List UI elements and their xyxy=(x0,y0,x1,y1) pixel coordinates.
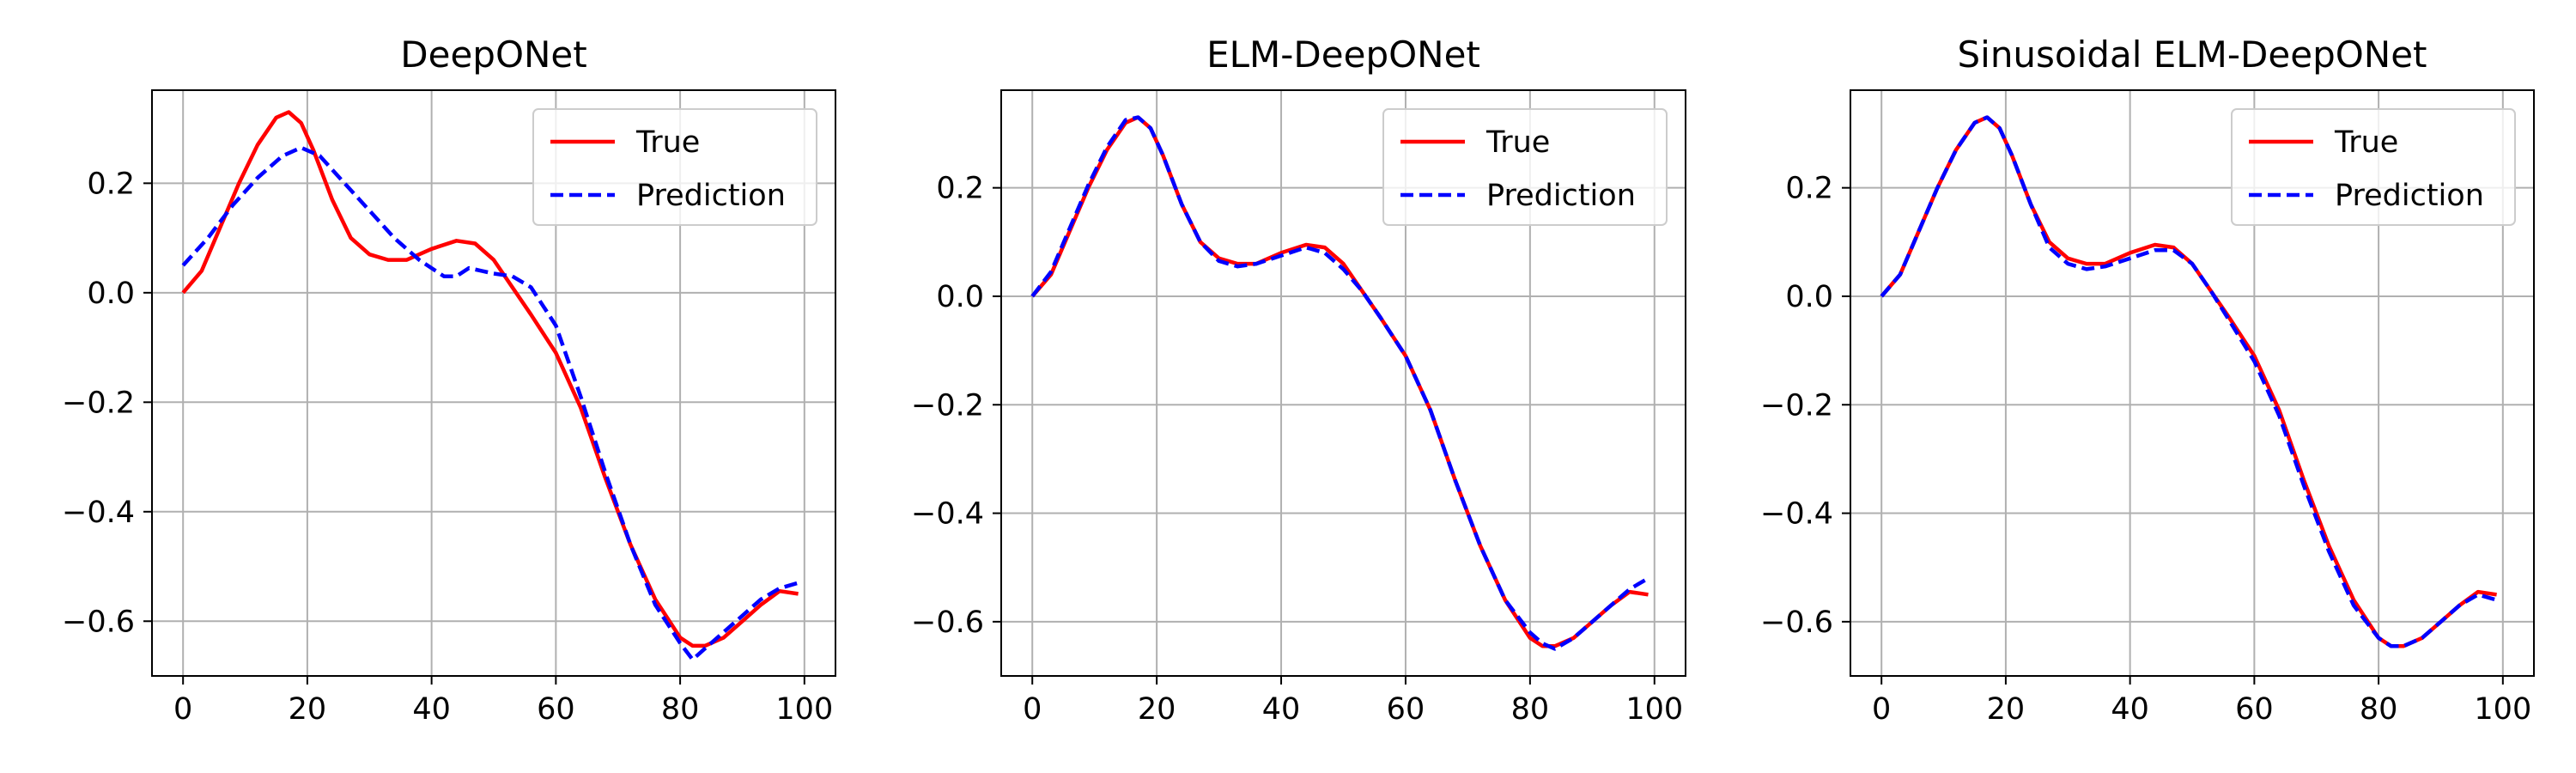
y-tick-label: −0.2 xyxy=(62,386,135,420)
chart-panel-1: 0 20 40 60 80 100 −0.6 −0.4 −0.2 0.0 0.2 DeepONet Tr… xyxy=(62,33,836,727)
axes-frame xyxy=(1850,89,2535,677)
legend-label-prediction: Prediction xyxy=(636,179,786,213)
x-tick-label: 60 xyxy=(1387,692,1425,727)
y-tick-label: 0.2 xyxy=(1785,172,1833,206)
series-group xyxy=(1030,115,1649,651)
x-tick-label: 80 xyxy=(661,692,700,727)
x-tick-label: 100 xyxy=(2474,692,2531,727)
legend-box xyxy=(2231,108,2516,226)
y-tick-label: −0.4 xyxy=(1760,497,1833,532)
series-group xyxy=(181,110,799,662)
x-tick-label: 80 xyxy=(2360,692,2398,727)
x-tick-label: 0 xyxy=(1023,692,1042,727)
legend-label-true: True xyxy=(2334,125,2398,160)
x-tick-label: 40 xyxy=(412,692,451,727)
y-tick-label: 0.0 xyxy=(87,277,135,311)
y-tick-label: −0.2 xyxy=(911,388,984,423)
y-tick-label: 0.2 xyxy=(936,172,984,206)
legend-box xyxy=(1382,108,1668,226)
legend: True Prediction xyxy=(532,108,817,226)
series-group xyxy=(1880,115,2498,648)
chart-panels: 0 20 40 60 80 100 −0.6 −0.4 −0.2 0.0 0.2 DeepONet Tr… xyxy=(62,33,2535,727)
chart-panel-3: 0 20 40 60 80 100 −0.6 −0.4 −0.2 0.0 0.2 Sinusoidal… xyxy=(1760,33,2535,727)
series-line-true xyxy=(1880,115,2497,648)
chart-panel-2: 0 20 40 60 80 100 −0.6 −0.4 −0.2 0.0 0.2 ELM-DeepON… xyxy=(911,33,1686,727)
x-tick-label: 60 xyxy=(537,692,575,727)
chart-title: DeepONet xyxy=(400,33,586,76)
legend-label-prediction: Prediction xyxy=(1486,179,1636,213)
x-tick-label: 0 xyxy=(1872,692,1891,727)
legend: True Prediction xyxy=(1382,108,1668,226)
y-tick-label: −0.6 xyxy=(911,606,984,640)
y-tick-label: −0.4 xyxy=(62,496,135,530)
y-tick-label: 0.2 xyxy=(87,167,135,201)
chart-title: Sinusoidal ELM-DeepONet xyxy=(1957,33,2427,76)
x-tick-label: 100 xyxy=(1625,692,1683,727)
y-tick-label: −0.4 xyxy=(911,497,984,532)
x-tick-label: 60 xyxy=(2235,692,2274,727)
y-tick-label: −0.6 xyxy=(1760,606,1833,640)
series-line-prediction xyxy=(1030,115,1649,651)
axes-frame xyxy=(1000,89,1686,677)
legend-label-true: True xyxy=(1485,125,1550,160)
legend-label-true: True xyxy=(635,125,700,160)
y-tick-label: 0.0 xyxy=(1785,280,1833,314)
x-tick-label: 80 xyxy=(1511,692,1550,727)
legend: True Prediction xyxy=(2231,108,2516,226)
y-tick-label: 0.0 xyxy=(936,280,984,314)
x-tick-label: 0 xyxy=(173,692,192,727)
y-tick-label: −0.6 xyxy=(62,605,135,639)
x-tick-label: 100 xyxy=(775,692,833,727)
axes-frame xyxy=(151,89,836,677)
x-tick-label: 20 xyxy=(1138,692,1176,727)
series-line-prediction xyxy=(1880,115,2498,648)
legend-box xyxy=(532,108,817,226)
x-tick-label: 40 xyxy=(2111,692,2149,727)
series-line-true xyxy=(181,110,799,648)
x-tick-label: 20 xyxy=(289,692,327,727)
x-tick-label: 20 xyxy=(1987,692,2026,727)
legend-label-prediction: Prediction xyxy=(2335,179,2484,213)
series-line-prediction xyxy=(181,145,799,662)
chart-title: ELM-DeepONet xyxy=(1206,33,1480,76)
y-tick-label: −0.2 xyxy=(1760,388,1833,423)
x-tick-label: 40 xyxy=(1262,692,1301,727)
